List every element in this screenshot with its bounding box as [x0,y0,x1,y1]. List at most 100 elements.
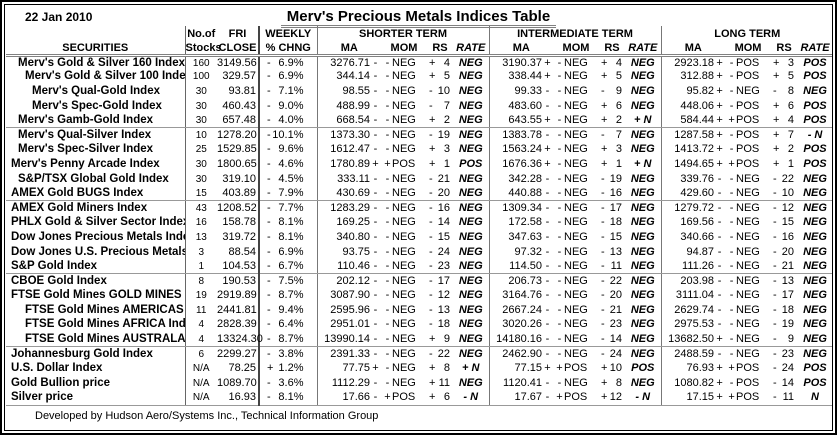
it-rs-cell: -14 [599,332,625,348]
weekly-sign: - [267,216,271,229]
st-rs-cell: -7 [429,99,450,112]
lt-mom-cell: +POS [728,362,760,375]
stocks-count: 100 [184,69,217,85]
st-rs-cell: -18 [429,318,450,331]
st-ma-cell: 333.11- [337,172,378,185]
weekly-sign: - [267,332,271,345]
weekly-chng: -6.7% [259,259,318,275]
security-name: Merv's Penny Arcade Index [11,157,160,170]
it-rate-cell: NEG [625,55,662,70]
it-ma-cell: 342.28- [508,172,550,185]
security-name-cell: FTSE Gold Mines AMERICAS In [6,303,185,318]
lt-rs-cell: -12 [773,201,795,214]
it-mom-cell: - NEG [557,157,588,170]
table-row: PHLX Gold & Silver Sector Index 16 158.7… [6,215,832,231]
it-rate-cell: NEG [625,259,662,275]
weekly-header-line2: % CHNG [259,40,318,57]
security-name-cell: Merv's Penny Arcade Index [6,157,185,172]
weekly-value: 3.8% [278,347,304,360]
stocks-count: 25 [184,142,217,158]
it-ma-cell: 17.67- [489,390,553,406]
lt-mom-cell: - NEG [729,289,760,302]
weekly-value: 6.9% [278,245,304,258]
security-name-cell: Johannesburg Gold Index [6,347,185,362]
weekly-chng: -4.0% [259,113,318,129]
security-name: Merv's Spec-Gold Index [32,99,162,112]
table-row: U.S. Dollar Index N/A 78.25 +1.2% 77.75 +… [6,361,832,377]
security-name-cell: AMEX Gold BUGS Index [6,186,185,202]
st-rate-cell: + N [453,361,490,377]
st-rate-cell: NEG [453,346,490,362]
weekly-sign: - [267,56,271,69]
weekly-sign: - [267,129,271,142]
weekly-chng: -8.7% [259,288,318,304]
it-rate-cell: NEG [625,376,662,391]
weekly-sign: - [267,347,271,360]
security-name: AMEX Gold Miners Index [11,201,148,214]
it-rate-cell: NEG [625,200,662,216]
lt-ma-cell: 203.98- [680,274,722,287]
st-mom-cell: - NEG [381,186,427,202]
st-rs-cell: +3 [429,143,450,156]
stocks-count: 30 [184,113,217,129]
table-row: Merv's Gold & Silver 160 Index 160 3149.… [6,55,832,70]
table-row: Merv's Spec-Silver Index 25 1529.85 -9.6… [6,142,832,158]
st-mom-cell: - NEG [385,216,416,229]
lt-ma-cell: 2975.53- [674,318,722,331]
st-mom-cell: - NEG [385,303,416,316]
st-rs-cell: -19 [429,129,450,142]
st-rs-cell: +4 [429,56,450,69]
it-ma-cell: 1120.41- [503,376,550,389]
it-rs-cell: -20 [601,289,622,302]
weekly-sign: - [267,143,271,156]
it-mom-cell: - NEG [557,376,588,389]
table-row: Merv's Gold & Silver 100 Index 100 329.5… [6,69,832,85]
lt-rate-cell: N [797,390,832,406]
security-name: S&P/TSX Global Gold Index [18,172,169,185]
weekly-value: 6.7% [278,259,304,272]
lt-ma-cell: 1287.58 + [674,129,723,142]
security-name: Johannesburg Gold Index [11,347,153,360]
it-ma-cell: 99.33- [514,84,550,97]
security-name: Merv's Qual-Silver Index [18,129,152,142]
st-rs-cell: -23 [427,259,453,275]
lt-mom-cell: - POS [729,129,760,142]
it-rate-header: RATE [625,40,662,57]
it-mom-cell: - NEG [557,245,588,258]
security-name-cell: Merv's Spec-Silver Index [6,143,185,158]
it-rs-cell: -16 [599,186,625,202]
stocks-count: 8 [184,273,217,289]
st-rate-cell: NEG [453,317,490,333]
lt-rate-cell: NEG [803,318,827,331]
weekly-value: 7.9% [278,186,304,199]
security-name-cell: AMEX Gold Miners Index [6,201,185,216]
fri-close: 158.78 [217,215,260,231]
security-name: FTSE Gold Mines AMERICAS In [25,303,185,316]
weekly-value: 8.1% [278,391,304,404]
security-name: FTSE Gold Mines GOLD MINES I [11,289,185,302]
st-mom-cell: - NEG [385,245,416,258]
table-row: Johannesburg Gold Index 6 2299.27 -3.8% … [6,346,832,362]
fri-close: 1278.20 [217,127,260,143]
header-label-row: SECURITIES Stocks CLOSE % CHNG MA MOM RS… [6,40,832,57]
lt-mom-header: MOM [725,40,772,57]
weekly-chng: -6.9% [259,244,318,260]
fri-close: 78.25 [217,361,260,377]
st-rs-cell: -24 [429,245,450,258]
st-rate-cell: NEG [453,230,490,245]
st-ma-cell: 2391.33- [330,347,378,360]
lt-rs-cell: -17 [773,289,795,302]
table-row: FTSE Gold Mines GOLD MINES I 19 2919.89 … [6,288,832,304]
stocks-count: 10 [184,127,217,143]
lt-ma-cell: 1494.65 + [674,157,723,170]
st-rate-header: RATE [453,40,490,57]
st-ma-cell: 1780.89 + [330,157,379,170]
fri-close: 1800.65 [217,157,260,172]
it-rs-cell: +2 [599,113,625,129]
stocks-header-line2: Stocks [184,40,222,57]
it-mom-cell: - NEG [557,216,588,229]
it-rs-cell: +12 [599,390,625,406]
lt-mom-cell: - NEG [729,274,760,287]
it-rate-cell: + N [625,113,662,129]
stocks-count: 160 [184,55,217,70]
